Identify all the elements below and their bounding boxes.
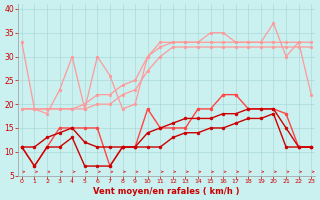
X-axis label: Vent moyen/en rafales ( km/h ): Vent moyen/en rafales ( km/h ) bbox=[93, 187, 240, 196]
